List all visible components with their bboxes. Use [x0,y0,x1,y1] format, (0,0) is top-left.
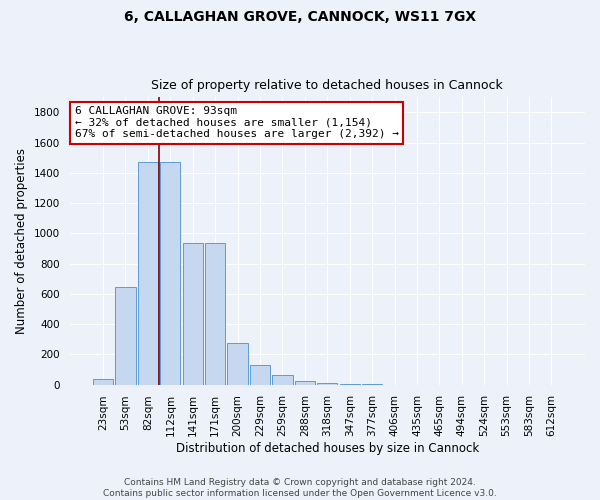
Bar [160,162,181,384]
Bar [182,243,203,384]
Text: 6, CALLAGHAN GROVE, CANNOCK, WS11 7GX: 6, CALLAGHAN GROVE, CANNOCK, WS11 7GX [124,10,476,24]
Text: 6 CALLAGHAN GROVE: 93sqm
← 32% of detached houses are smaller (1,154)
67% of sem: 6 CALLAGHAN GROVE: 93sqm ← 32% of detach… [74,106,398,139]
Bar [138,162,158,384]
Bar [317,383,337,384]
Bar [115,287,136,384]
X-axis label: Distribution of detached houses by size in Cannock: Distribution of detached houses by size … [176,442,479,455]
Bar [93,378,113,384]
Bar [205,243,225,384]
Title: Size of property relative to detached houses in Cannock: Size of property relative to detached ho… [151,79,503,92]
Bar [250,365,270,384]
Text: Contains HM Land Registry data © Crown copyright and database right 2024.
Contai: Contains HM Land Registry data © Crown c… [103,478,497,498]
Bar [272,375,293,384]
Bar [295,381,315,384]
Bar [227,343,248,384]
Y-axis label: Number of detached properties: Number of detached properties [15,148,28,334]
